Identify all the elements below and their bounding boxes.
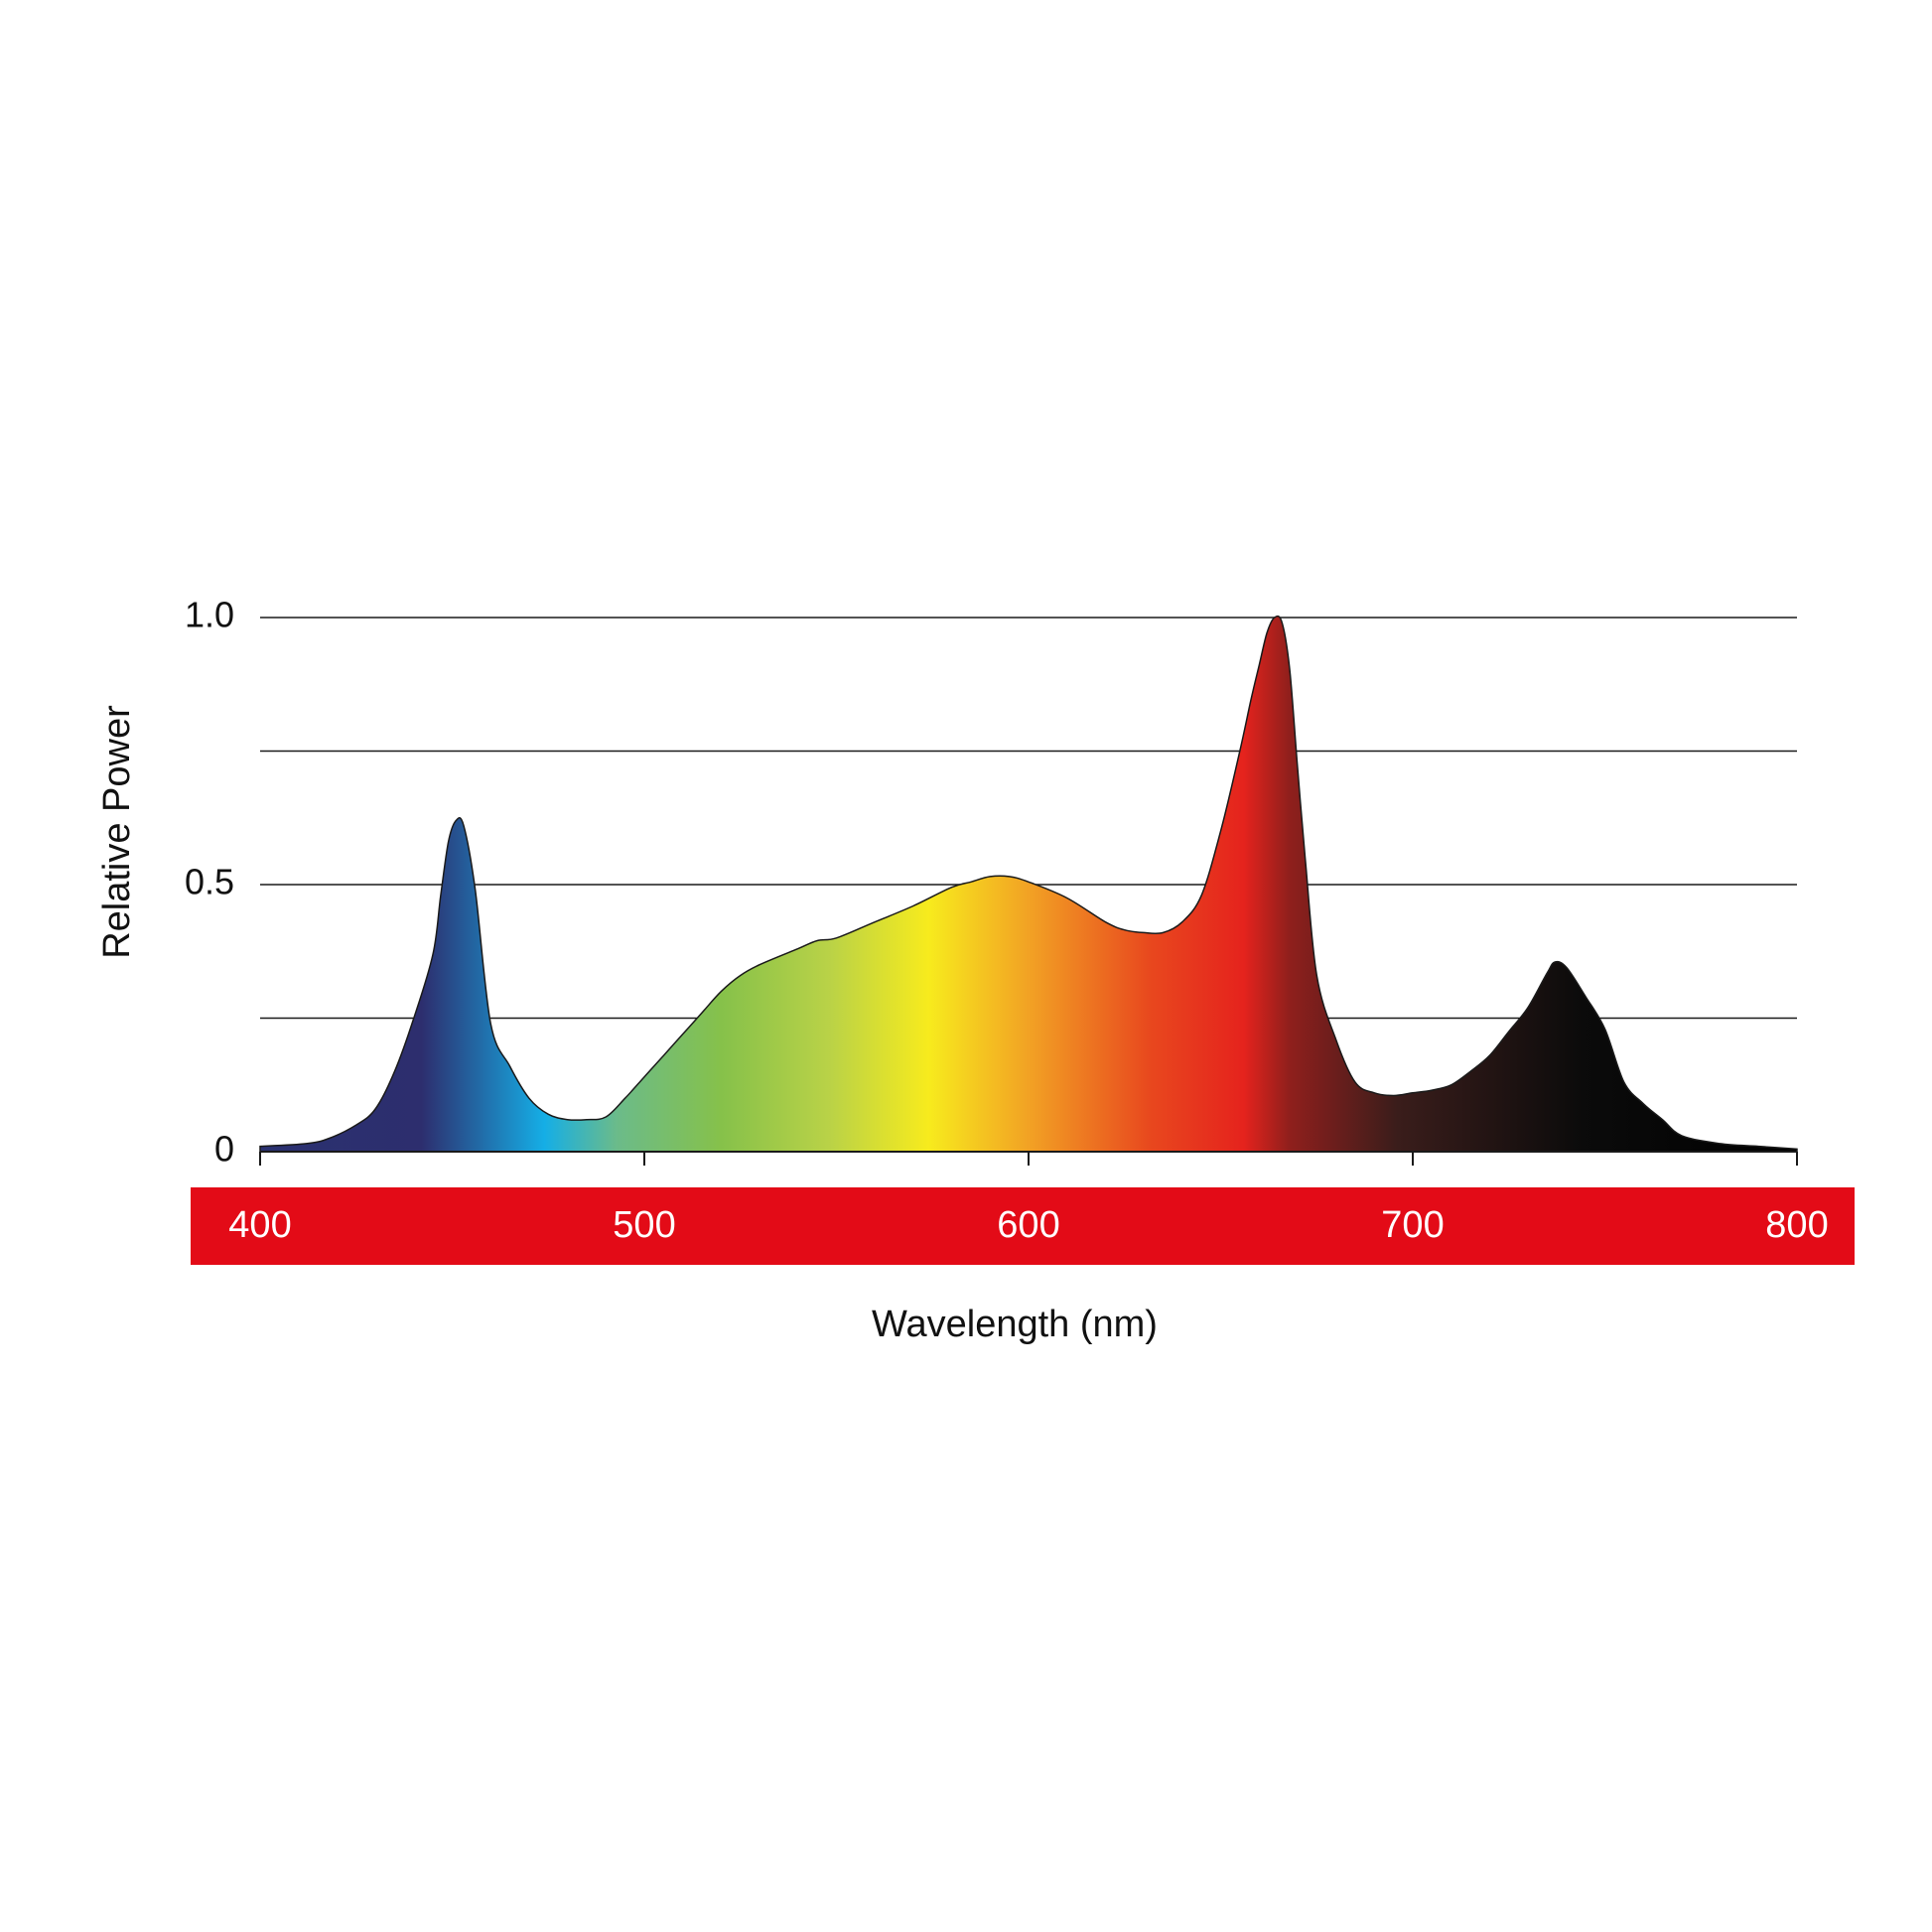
y-tick-label: 1.0 <box>185 595 234 635</box>
x-tick-label: 400 <box>228 1204 291 1246</box>
x-tick-label: 800 <box>1765 1204 1828 1246</box>
x-tick-labels: 400 500 600 700 800 <box>228 1204 1828 1246</box>
y-tick-label: 0.5 <box>185 862 234 902</box>
x-tick-label: 600 <box>997 1204 1059 1246</box>
spectrum-area <box>259 615 1798 1153</box>
wavelength-band <box>191 1187 1855 1265</box>
x-tick-label: 700 <box>1381 1204 1444 1246</box>
y-tick-label: 0 <box>214 1129 234 1170</box>
x-axis-title: Wavelength (nm) <box>872 1304 1158 1345</box>
x-ticks <box>259 1152 1798 1166</box>
y-tick-labels: 0 0.5 1.0 <box>185 595 234 1170</box>
y-axis-title: Relative Power <box>96 705 138 959</box>
x-tick-label: 500 <box>613 1204 675 1246</box>
